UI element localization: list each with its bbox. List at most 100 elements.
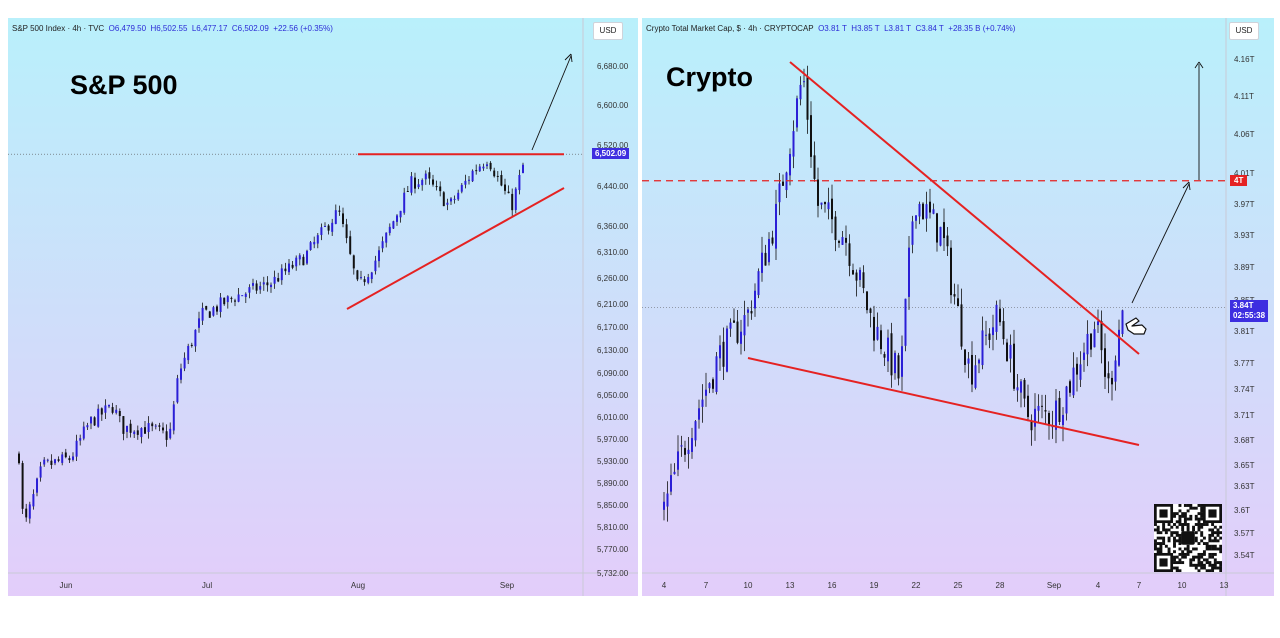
candle-body [327, 225, 330, 231]
candle-body [971, 354, 973, 385]
y-tick-label: 6,010.00 [597, 413, 629, 422]
x-tick-label: Aug [351, 581, 365, 590]
qr-module [1219, 531, 1222, 535]
qr-module [1219, 536, 1222, 540]
candle-body [201, 307, 204, 321]
qr-module [1219, 525, 1222, 529]
candle-body [183, 357, 186, 369]
chart-big-title: S&P 500 [70, 70, 178, 100]
qr-module [1175, 512, 1179, 516]
qr-module [1186, 550, 1190, 554]
candle-body [169, 428, 172, 439]
candle-body [964, 349, 966, 365]
qr-module [1205, 558, 1209, 562]
candle-body [453, 198, 456, 200]
candle-body [342, 213, 344, 224]
candle-body [190, 344, 193, 346]
qr-module [1156, 550, 1160, 554]
candle-body [72, 456, 74, 460]
qr-module [1178, 509, 1182, 513]
qr-module [1170, 531, 1174, 535]
change-value: +28.35 B (+0.74%) [948, 24, 1016, 33]
qr-module [1159, 550, 1163, 554]
candle-body [768, 238, 770, 263]
candle-body [922, 203, 924, 220]
qr-module [1178, 561, 1182, 565]
candle-body [1044, 410, 1047, 412]
currency-button[interactable]: USD [1229, 22, 1259, 40]
candle-body [701, 399, 704, 407]
candle-body [981, 330, 984, 366]
qr-module [1175, 533, 1179, 537]
candle-body [36, 478, 38, 493]
candle-body [960, 304, 963, 347]
candle-body [817, 179, 819, 206]
chart-background [8, 18, 638, 596]
qr-module [1216, 547, 1220, 551]
qr-module [1162, 539, 1166, 543]
candle-body [176, 378, 179, 403]
candle-body [883, 354, 886, 358]
candle-body [838, 240, 840, 243]
qr-code[interactable] [1154, 504, 1222, 572]
candle-body [999, 308, 1001, 323]
candle-body [705, 389, 707, 396]
y-tick-label: 5,732.00 [597, 569, 629, 578]
qr-module [1173, 558, 1176, 562]
candle-body [691, 438, 693, 452]
qr-module [1197, 569, 1201, 572]
candle-body [901, 346, 903, 377]
qr-module [1164, 531, 1168, 535]
qr-module [1181, 512, 1185, 516]
candle-body [75, 440, 78, 457]
candle-body [929, 201, 931, 213]
qr-module [1173, 531, 1176, 535]
candle-body [370, 272, 373, 280]
level-tag: 4T [1230, 174, 1248, 186]
qr-module [1159, 544, 1163, 548]
candle-body [205, 306, 208, 310]
qr-module [1173, 523, 1176, 526]
y-tick-label: 6,680.00 [597, 62, 629, 71]
qr-module [1216, 533, 1220, 537]
candle-body [1023, 379, 1026, 399]
qr-module [1183, 523, 1187, 526]
candle-body [43, 459, 46, 465]
qr-module [1170, 525, 1174, 529]
candle-body [262, 282, 265, 285]
chart-big-title: Crypto [666, 62, 753, 92]
candle-body [1062, 414, 1064, 426]
qr-module [1194, 566, 1198, 570]
candle-body [39, 466, 42, 478]
currency-button[interactable]: USD [593, 22, 623, 40]
qr-module [1211, 531, 1215, 535]
qr-module [1205, 542, 1209, 545]
qr-module [1154, 542, 1157, 545]
x-tick-label: 13 [1220, 581, 1229, 590]
qr-module [1178, 533, 1182, 537]
qr-module [1156, 542, 1160, 545]
candle-body [514, 188, 517, 210]
candle-body [248, 287, 251, 293]
candle-body [887, 337, 889, 362]
y-tick-label: 5,770.00 [597, 545, 629, 554]
candle-body [356, 270, 359, 280]
candle-body [915, 215, 917, 221]
candle-body [446, 202, 449, 205]
candle-body [129, 423, 132, 433]
candle-body [144, 427, 146, 434]
candle-body [187, 345, 190, 361]
y-tick-label: 5,890.00 [597, 479, 629, 488]
candle-body [687, 449, 690, 455]
candle-body [953, 294, 956, 297]
candle-body [399, 210, 402, 218]
y-tick-label: 3.93T [1234, 231, 1255, 240]
qr-module [1159, 531, 1163, 535]
candle-body [194, 329, 197, 347]
x-tick-label: Jun [60, 581, 73, 590]
y-tick-label: 3.71T [1234, 411, 1255, 420]
candle-body [1114, 360, 1117, 382]
candle-body [435, 186, 438, 188]
candle-body [859, 269, 861, 280]
change-value: +22.56 (+0.35%) [273, 24, 333, 33]
